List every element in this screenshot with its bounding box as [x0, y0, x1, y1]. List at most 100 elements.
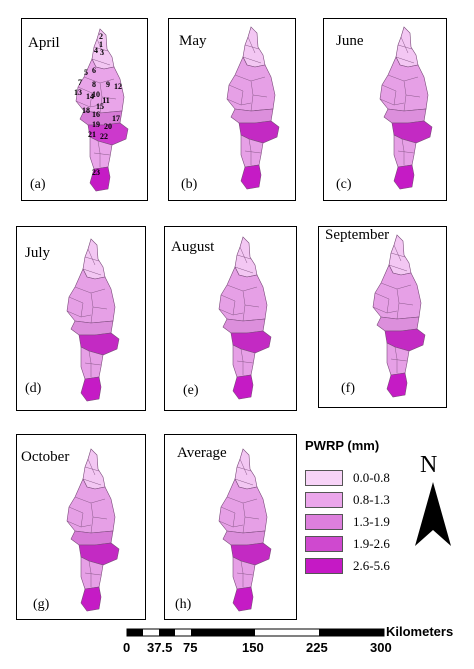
month-label: April: [28, 35, 60, 51]
district-boundary: [228, 84, 244, 92]
map-panel-september: September (f): [318, 226, 447, 408]
district-boundary: [99, 96, 103, 114]
district-boundary: [93, 152, 111, 156]
district-boundary: [236, 360, 254, 364]
district-boundary: [403, 94, 407, 112]
district-boundary: [77, 86, 93, 94]
district-number: 15: [96, 102, 104, 111]
district-map: [66, 238, 120, 402]
district-boundary: [372, 306, 398, 314]
district-boundary: [80, 302, 84, 318]
district-boundary: [239, 246, 248, 264]
district-region-north: [234, 448, 258, 490]
district-region-north: [395, 26, 419, 68]
district-boundary: [234, 266, 254, 274]
district-boundary: [242, 516, 246, 534]
north-label: N: [420, 452, 438, 478]
month-label: October: [21, 449, 70, 465]
month-label: July: [25, 245, 51, 261]
district-region-middle: [376, 316, 420, 332]
district-region-middle: [383, 108, 427, 124]
district-region-mid2: [393, 134, 417, 168]
district-boundary: [88, 560, 92, 574]
district-number: 19: [92, 120, 100, 129]
district-boundary: [218, 520, 244, 528]
district-boundary: [232, 512, 236, 528]
district-map: [226, 26, 280, 190]
district-region-middle: [222, 530, 266, 546]
legend-label: 1.3-1.9: [353, 514, 390, 529]
district-region-north: [82, 448, 106, 490]
district-region-mid2: [232, 344, 256, 378]
district-boundary: [68, 296, 84, 304]
scale-tick-label: 300: [370, 640, 392, 655]
district-boundary: [394, 346, 398, 360]
district-boundary: [401, 138, 405, 152]
panel-letter: (h): [175, 597, 192, 612]
district-number: 7: [78, 78, 82, 87]
district-boundary: [247, 36, 256, 54]
month-label: May: [179, 33, 207, 49]
district-number: 12: [114, 82, 122, 91]
scale-unit: Kilometers: [386, 624, 454, 639]
district-boundary: [80, 512, 84, 528]
district-number: 10: [92, 90, 100, 99]
district-region-south: [232, 586, 254, 612]
panel-letter: (f): [341, 381, 355, 396]
district-boundary: [97, 140, 101, 154]
district-number: 1: [99, 40, 103, 49]
district-boundary: [236, 254, 252, 260]
district-boundary: [390, 358, 408, 362]
legend-swatch: [305, 536, 343, 552]
panel-letter: (g): [33, 597, 50, 612]
district-number: 4: [94, 46, 98, 55]
district-number: 9: [106, 80, 110, 89]
legend-swatch: [305, 558, 343, 574]
legend-swatch: [305, 514, 343, 530]
district-number: 23: [92, 168, 100, 177]
district-boundary: [75, 100, 101, 108]
district-number: 2: [99, 32, 103, 41]
district-number: 3: [100, 48, 104, 57]
district-region-middle: [70, 320, 114, 336]
scale-tick-label: 150: [242, 640, 264, 655]
district-boundary: [240, 560, 244, 574]
district-number: 6: [92, 66, 96, 75]
district-region-middle: [230, 108, 274, 124]
panel-letter: (a): [30, 177, 46, 192]
month-label: September: [325, 227, 390, 243]
district-boundary: [84, 572, 102, 576]
district-boundary: [240, 348, 244, 362]
district-boundary: [220, 506, 236, 514]
district-region-mid2: [232, 556, 256, 590]
map-panel-april: 1 2 3 4 5 6 7 8 9 10 11 12 13 14 15 16 17 18 19 20 21 22 23 Ap…: [21, 18, 148, 201]
district-boundary: [400, 36, 409, 54]
district-boundary: [89, 92, 93, 108]
legend-label: 0.8-1.3: [353, 492, 390, 507]
district-boundary: [239, 458, 248, 476]
district-region-mid2: [89, 136, 113, 170]
panel-letter: (c): [336, 177, 352, 192]
district-boundary: [84, 256, 100, 262]
scale-tick-label: 225: [306, 640, 328, 655]
district-boundary: [82, 478, 102, 486]
district-region-north: [234, 236, 258, 278]
map-panel-june: June (c): [323, 18, 447, 201]
district-boundary: [68, 506, 84, 514]
district-boundary: [84, 466, 100, 472]
district-boundary: [220, 294, 236, 302]
district-number: 11: [102, 96, 110, 105]
district-number: 18: [82, 106, 90, 115]
district-region-north: [388, 234, 412, 276]
map-panel-average: Average (h): [164, 434, 297, 620]
month-label: Average: [177, 445, 227, 461]
district-region-south: [386, 372, 408, 398]
district-number: 5: [84, 68, 88, 77]
legend-label: 0.0-0.8: [353, 470, 390, 485]
scale-tick-label: 37.5: [147, 640, 173, 655]
district-boundary: [91, 58, 111, 66]
district-region-south: [80, 376, 102, 402]
district-boundary: [388, 264, 408, 272]
district-boundary: [397, 44, 413, 50]
district-boundary: [218, 308, 244, 316]
